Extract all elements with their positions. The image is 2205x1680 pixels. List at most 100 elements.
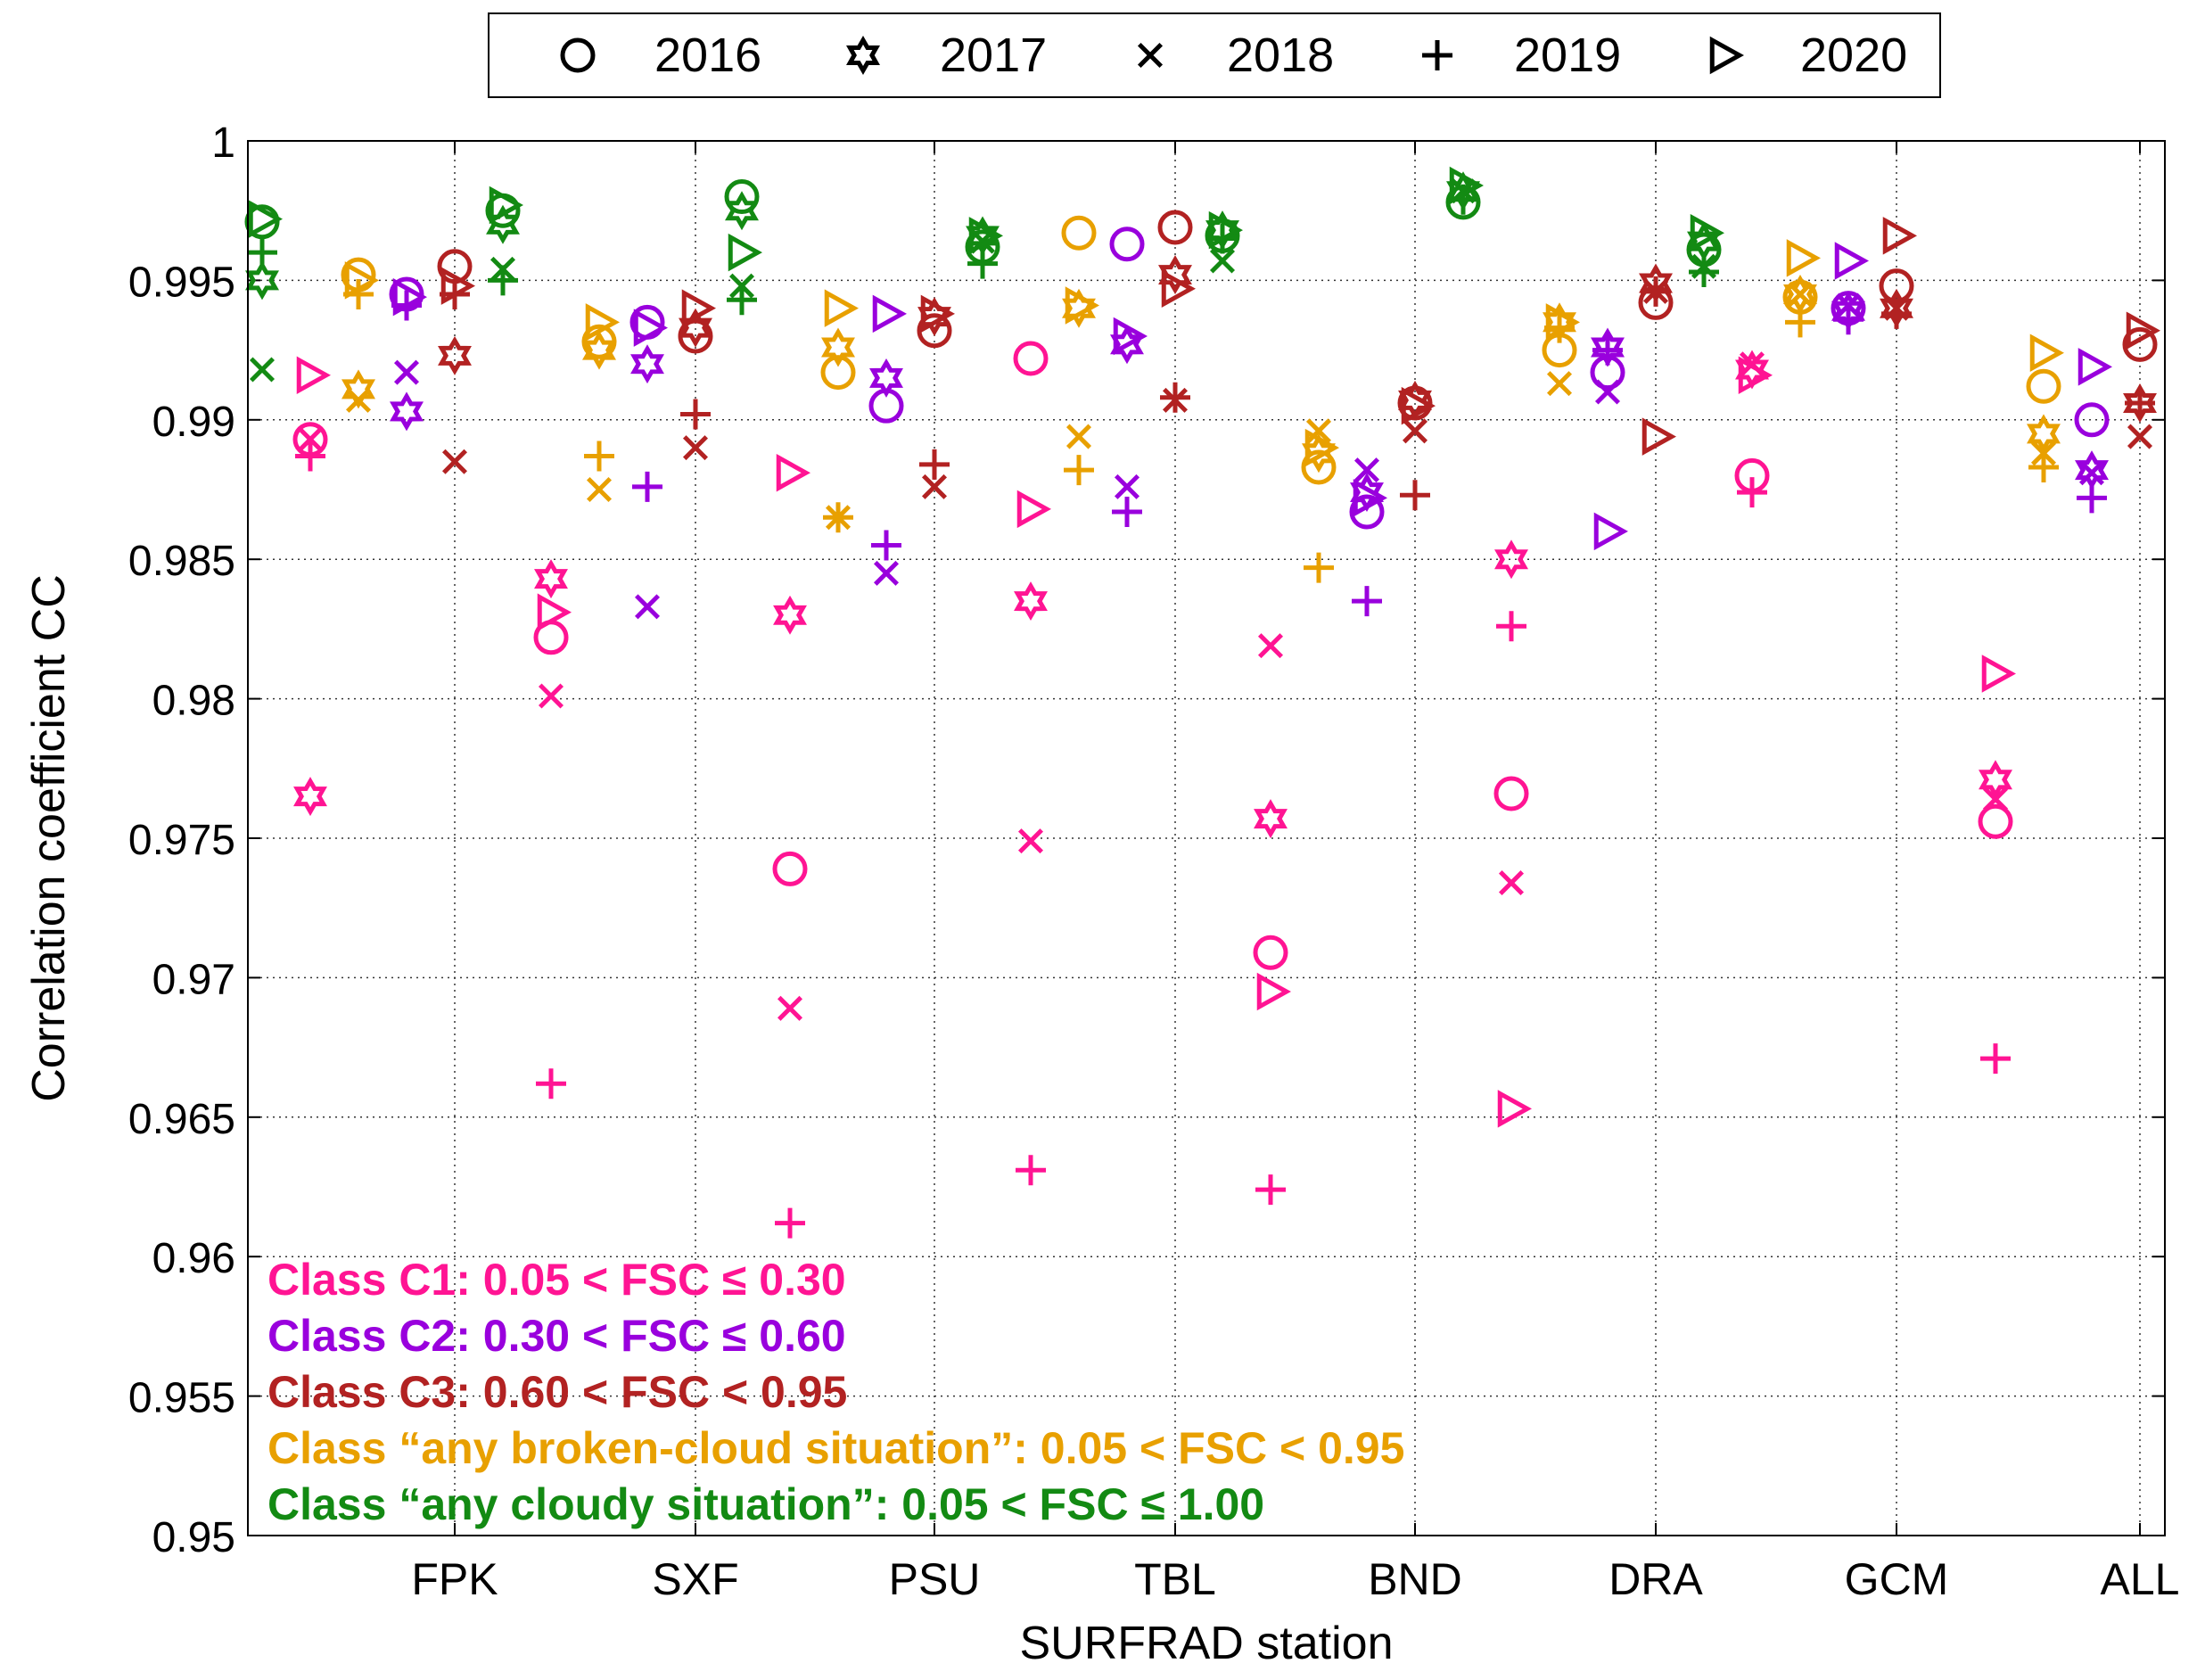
point-C2-GCM-2020 [1834, 242, 1869, 280]
legend-label: 2018 [1227, 29, 1334, 82]
point-C4-FPK-2017 [245, 260, 279, 301]
point-BROKEN-PSU-2019 [823, 502, 853, 533]
point-C2-SXF-2018 [634, 594, 661, 620]
point-C3-DRA-2019 [1641, 276, 1671, 307]
point-C2-FPK-2020 [392, 277, 427, 317]
point-C3-SXF-2019 [680, 399, 711, 430]
point-C3-PSU-2018 [921, 474, 948, 499]
class-legend-entry: Class C2: 0.30 < FSC ≤ 0.60 [267, 1311, 846, 1361]
series-C2 [389, 226, 2112, 620]
class-legend-entry: Class C1: 0.05 < FSC ≤ 0.30 [267, 1255, 846, 1305]
point-C4-DRA-2020 [1449, 166, 1484, 205]
y-tick-labels: 0.95 0.955 0.96 0.965 0.97 0.975 0.98 0.985 0.99… [128, 119, 235, 1561]
point-C1-ALL-2016 [1978, 803, 2013, 839]
point-C2-TBL-2018 [1114, 474, 1140, 499]
x-tick-label: TBL [1134, 1554, 1216, 1604]
legend-marker-2020 [1709, 36, 1744, 75]
point-C1-SXF-2018 [538, 683, 564, 709]
point-BROKEN-TBL-2016 [1061, 215, 1097, 251]
x-tick-label: DRA [1608, 1554, 1703, 1604]
point-C3-GCM-2020 [1882, 217, 1917, 255]
point-C3-TBL-2020 [1161, 269, 1196, 309]
point-C1-ALL-2020 [1981, 655, 2016, 693]
point-C2-BND-2019 [1352, 586, 1382, 617]
point-C3-ALL-2019 [2125, 388, 2155, 419]
series-C4 [244, 166, 1724, 383]
point-C3-ALL-2016 [2122, 326, 2158, 362]
point-BROKEN-FPK-2018 [345, 387, 372, 413]
point-C1-FPK-2020 [296, 356, 331, 395]
legend-label: 2017 [940, 29, 1047, 82]
class-legend-entry: Class C3: 0.60 < FSC < 0.95 [267, 1367, 847, 1417]
point-C1-PSU-2020 [776, 453, 810, 492]
point-BROKEN-DRA-2020 [1545, 303, 1580, 342]
point-C2-ALL-2019 [2077, 482, 2107, 514]
plot-area-frame [247, 140, 2166, 1536]
y-tick-label: 0.96 [152, 1235, 235, 1282]
point-C1-GCM-2019 [1737, 477, 1767, 508]
x-tick-label: ALL [2101, 1554, 2180, 1604]
point-C3-SXF-2020 [681, 289, 716, 327]
legend-label: 2016 [654, 29, 761, 82]
point-C3-BND-2019 [1400, 480, 1430, 511]
point-C1-DRA-2017 [1494, 539, 1528, 580]
series-C1 [292, 341, 2016, 1239]
point-C3-PSU-2020 [920, 294, 955, 334]
point-BROKEN-ALL-2019 [2028, 451, 2059, 482]
y-tick-label: 0.955 [128, 1375, 235, 1422]
point-BROKEN-ALL-2016 [2026, 368, 2061, 404]
point-BROKEN-PSU-2017 [821, 327, 855, 367]
point-C1-TBL-2020 [1016, 490, 1051, 529]
x-tick-label: PSU [889, 1554, 981, 1604]
point-C1-FPK-2017 [293, 777, 327, 817]
legend-label: 2019 [1514, 29, 1621, 82]
class-legend-entry: Class “any cloudy situation”: 0.05 < FSC… [267, 1479, 1264, 1529]
point-C3-TBL-2016 [1157, 210, 1193, 245]
point-C3-TBL-2019 [1160, 382, 1190, 413]
point-C2-FPK-2017 [390, 391, 424, 432]
point-C1-TBL-2018 [1017, 828, 1044, 854]
y-axis-label: Correlation coefficient CC [23, 574, 75, 1102]
legend-marker-2017 [846, 35, 880, 76]
point-BROKEN-TBL-2018 [1065, 424, 1092, 449]
y-tick-label: 0.965 [128, 1096, 235, 1143]
point-C1-SXF-2020 [537, 593, 572, 631]
point-C3-GCM-2019 [1881, 298, 1912, 329]
y-tick-label: 0.99 [152, 399, 235, 446]
point-C4-TBL-2019 [967, 248, 998, 279]
point-C2-PSU-2017 [869, 358, 903, 398]
point-C3-ALL-2020 [2126, 311, 2160, 350]
series-C3 [437, 210, 2160, 511]
series-BROKEN [341, 215, 2064, 583]
point-BROKEN-PSU-2016 [820, 355, 856, 391]
point-C2-TBL-2020 [1113, 317, 1148, 356]
point-BROKEN-ALL-2020 [2029, 334, 2064, 372]
point-C3-FPK-2018 [441, 449, 468, 474]
point-C1-GCM-2020 [1738, 356, 1773, 395]
point-C4-GCM-2019 [1689, 257, 1719, 288]
point-C4-BND-2020 [1208, 210, 1243, 250]
y-tick-label: 0.985 [128, 538, 235, 585]
point-C4-BND-2018 [1209, 248, 1236, 274]
y-tick-label: 0.95 [152, 1514, 235, 1561]
point-C3-PSU-2019 [919, 449, 950, 480]
y-tick-label: 1 [211, 119, 235, 167]
point-C1-DRA-2019 [1496, 611, 1526, 642]
point-BROKEN-GCM-2018 [1787, 282, 1814, 308]
y-tick-label: 0.97 [152, 956, 235, 1003]
point-C1-SXF-2019 [536, 1068, 566, 1099]
point-C1-DRA-2016 [1493, 776, 1529, 811]
y-tick-label: 0.975 [128, 817, 235, 864]
point-C2-TBL-2016 [1109, 226, 1145, 262]
point-BROKEN-BND-2018 [1305, 418, 1332, 444]
x-axis-label: SURFRAD station [1020, 1618, 1394, 1669]
point-C3-PSU-2016 [917, 313, 952, 349]
point-C1-BND-2016 [1253, 935, 1288, 970]
class-legend: Class C1: 0.05 < FSC ≤ 0.30 Class C2: 0.3… [267, 1255, 1404, 1529]
point-C4-TBL-2020 [968, 217, 1003, 255]
point-C1-PSU-2016 [772, 851, 808, 886]
y-tick-label: 0.98 [152, 678, 235, 725]
point-C1-PSU-2019 [775, 1207, 805, 1239]
legend-box [488, 12, 1941, 98]
